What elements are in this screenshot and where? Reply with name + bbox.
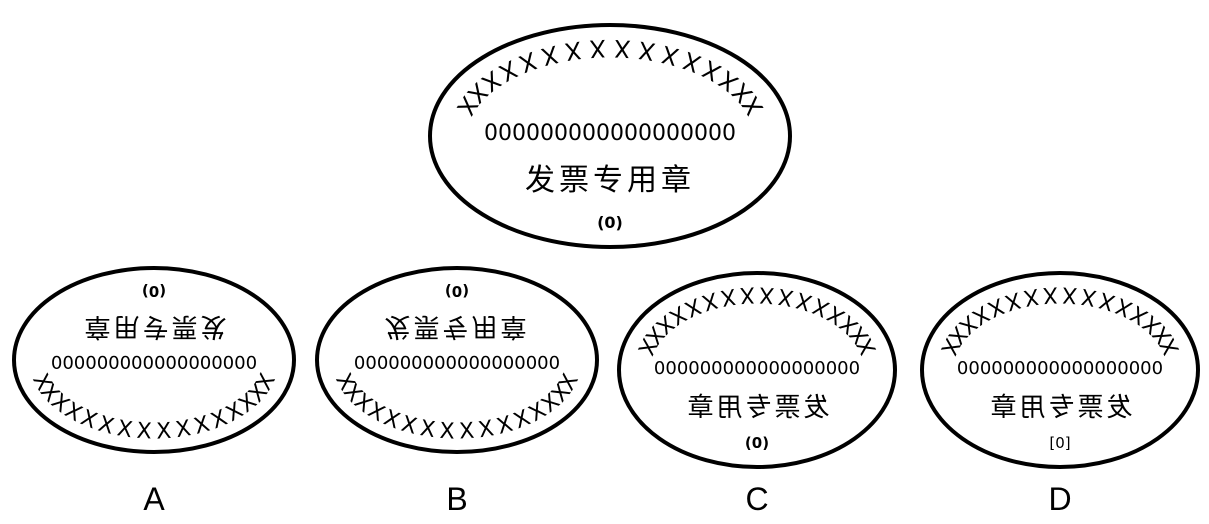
- arc-char: X: [1079, 283, 1098, 310]
- arc-char: X: [614, 34, 632, 63]
- arc-char: X: [398, 412, 419, 440]
- stamp-code: (0): [142, 282, 166, 300]
- stamp-number-row: 000000000000000000: [484, 121, 736, 146]
- stamp-code: (0): [745, 434, 769, 452]
- stamp-border: [920, 271, 1200, 469]
- arc-char: X: [1002, 286, 1023, 314]
- arc-char: X: [95, 412, 116, 440]
- arc-char: X: [563, 36, 583, 66]
- stamp-code: (0): [445, 282, 469, 300]
- arc-char: X: [494, 412, 515, 440]
- stamp-title: 发票专用章: [525, 163, 695, 198]
- arc-char: X: [1022, 283, 1041, 310]
- stamp-code-bracket: [0]: [1049, 434, 1070, 452]
- stamp-border: [428, 23, 792, 249]
- option-label-a: A: [143, 481, 165, 517]
- arc-char: X: [739, 281, 755, 307]
- stamp-border: [315, 266, 599, 454]
- arc-char: X: [418, 416, 437, 443]
- stamp-title-mirrored: 发票专用章: [987, 393, 1132, 423]
- arc-char: X: [156, 419, 172, 445]
- arc-char: X: [699, 286, 720, 314]
- option-label-b: B: [446, 481, 467, 517]
- arc-char: X: [719, 283, 738, 310]
- stamp-title-mirrored: 发票专用章: [684, 393, 829, 423]
- option-label-c: C: [745, 481, 768, 517]
- arc-char: X: [589, 34, 607, 63]
- arc-char: X: [659, 40, 682, 71]
- stamp-code: (0): [597, 213, 623, 232]
- stamp-number-row: 000000000000000000: [654, 358, 860, 379]
- stamp-number-row: 000000000000000000: [354, 351, 560, 372]
- arc-char: X: [191, 412, 212, 440]
- arc-char: X: [115, 416, 134, 443]
- stamp-border: [617, 271, 897, 469]
- arc-char: X: [637, 36, 657, 66]
- arc-char: X: [174, 416, 193, 443]
- arc-char: X: [439, 419, 455, 445]
- arc-char: X: [1061, 281, 1077, 307]
- arc-char: X: [459, 419, 475, 445]
- stamp-number-row: 000000000000000000: [51, 351, 257, 372]
- arc-char: X: [758, 281, 774, 307]
- arc-char: X: [1042, 281, 1058, 307]
- arc-char: X: [679, 46, 704, 78]
- stamp-title: 发票专用章: [81, 311, 226, 341]
- stamp-border: [12, 266, 296, 454]
- arc-char: X: [776, 283, 795, 310]
- arc-char: X: [1096, 286, 1117, 314]
- arc-char: X: [793, 286, 814, 314]
- stamp-number-row: 000000000000000000: [957, 358, 1163, 379]
- arc-char: X: [477, 416, 496, 443]
- arc-char: X: [538, 40, 561, 71]
- stamp-title: 发票专用章: [384, 311, 529, 341]
- arc-char: X: [136, 419, 152, 445]
- option-label-d: D: [1048, 481, 1071, 517]
